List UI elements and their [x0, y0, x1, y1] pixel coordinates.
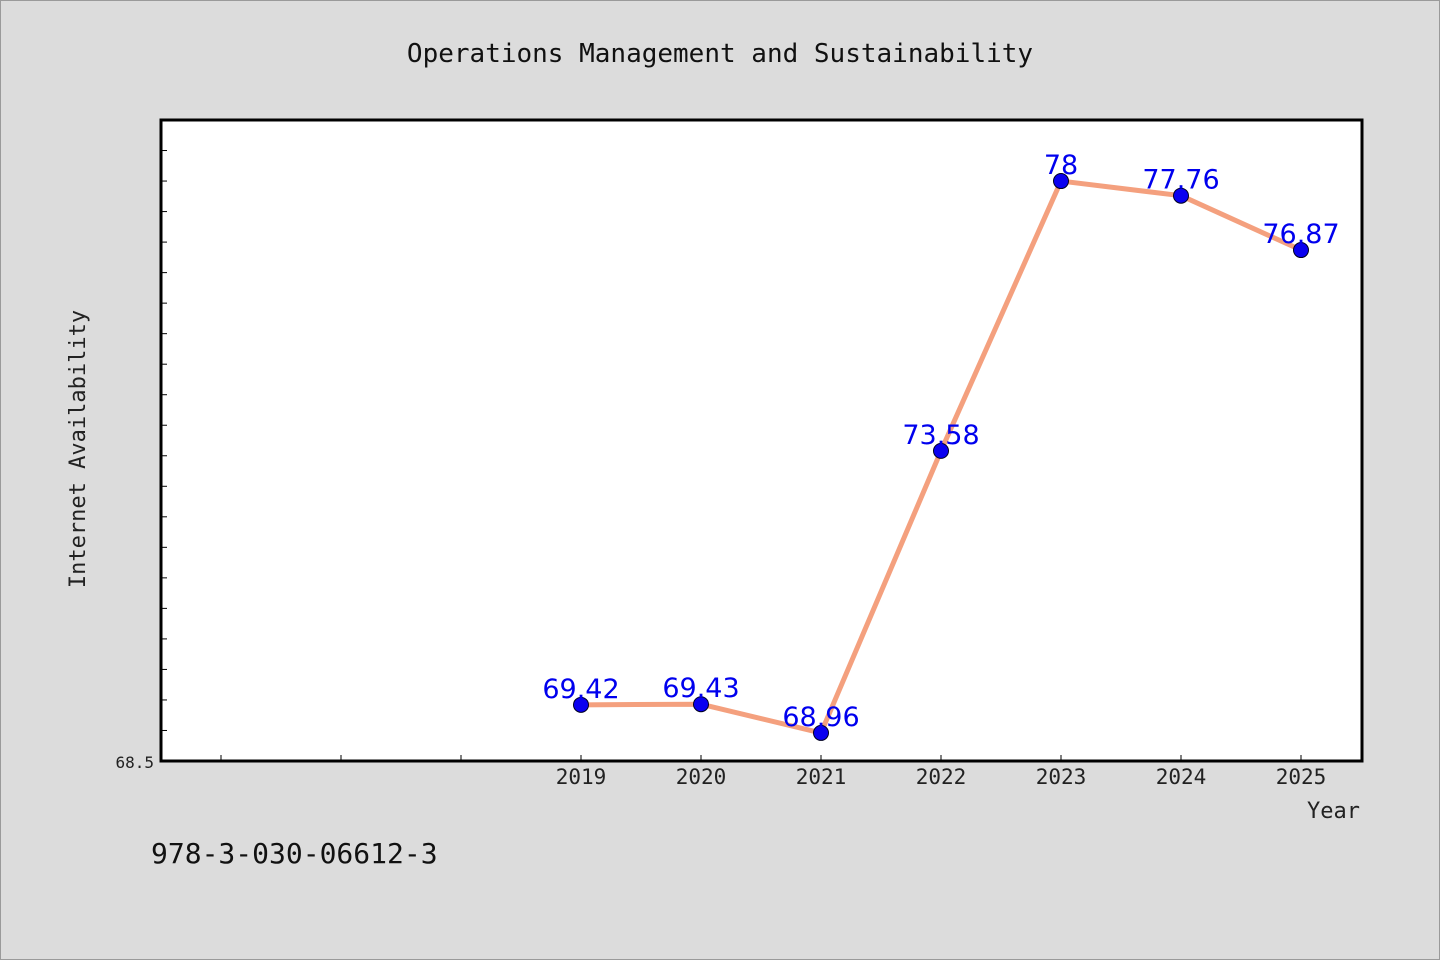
- x-tick-label: 2019: [556, 765, 607, 789]
- data-point: [1053, 173, 1069, 190]
- data-label: 69.42: [542, 674, 619, 705]
- data-label: 78: [1044, 150, 1078, 181]
- data-label: 69.43: [662, 673, 739, 704]
- data-label: 77.76: [1142, 165, 1219, 196]
- data-point: [1293, 242, 1309, 259]
- data-point: [813, 724, 829, 741]
- chart-title: Operations Management and Sustainability: [407, 39, 1033, 69]
- x-tick-label: 2024: [1156, 765, 1207, 789]
- y-tick-label: 68.5: [115, 753, 154, 772]
- series-line-group: 69.42 69.43 68.96 73.58 78 77.76 76.87: [542, 150, 1340, 741]
- isbn-text: 978-3-030-06612-3: [151, 837, 438, 870]
- data-label: 76.87: [1262, 219, 1339, 250]
- x-axis-label: Year: [1307, 799, 1360, 824]
- x-tick-label: 2023: [1036, 765, 1087, 789]
- x-tick-label: 2021: [796, 765, 847, 789]
- x-tick-label: 2025: [1276, 765, 1327, 789]
- x-tick-label: 2022: [916, 765, 967, 789]
- data-point: [693, 696, 709, 713]
- x-tick-labels: 2019 2020 2021 2022 2023 2024 2025: [556, 765, 1327, 789]
- data-point: [573, 696, 589, 713]
- plot-area: [159, 118, 1364, 763]
- x-axis-ticks: [220, 755, 1302, 761]
- y-axis-label: Internet Availability: [66, 310, 91, 588]
- y-axis-ticks: [161, 150, 167, 731]
- data-label: 73.58: [902, 420, 979, 451]
- data-point: [933, 442, 949, 459]
- data-point: [1173, 187, 1189, 204]
- data-label: 68.96: [782, 702, 859, 733]
- x-tick-label: 2020: [676, 765, 727, 789]
